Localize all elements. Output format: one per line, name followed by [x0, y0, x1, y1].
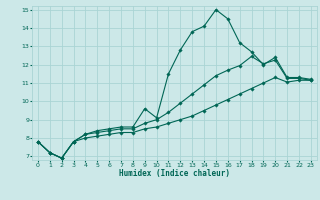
- X-axis label: Humidex (Indice chaleur): Humidex (Indice chaleur): [119, 169, 230, 178]
